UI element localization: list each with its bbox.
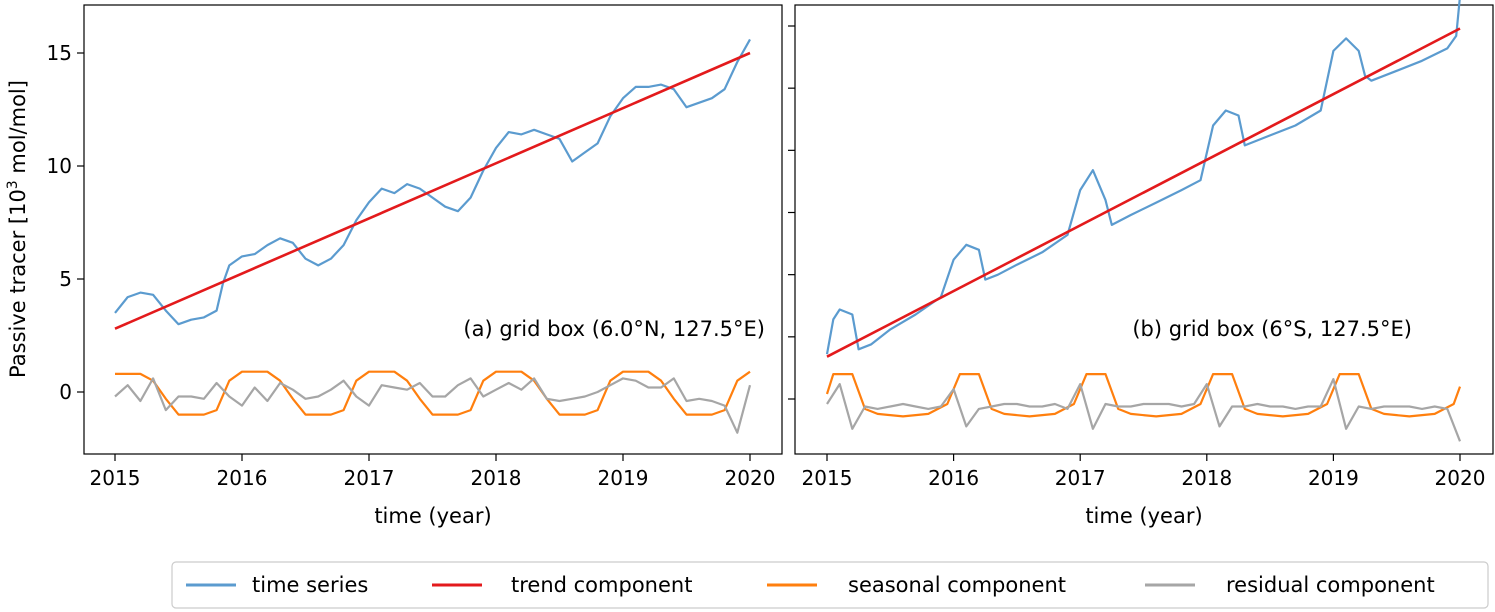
legend-label-trend-component: trend component (511, 573, 692, 597)
series-line-ts-b (825, 0, 1461, 355)
y-axis-label-unit: mol/mol] (6, 80, 30, 180)
legend-item-residual-component: residual component (1145, 573, 1435, 597)
annotation-a: (a) grid box (6.0°N, 127.5°E) (463, 317, 765, 341)
x-tick-label-a: 2020 (725, 466, 776, 490)
series-line-ts-a (114, 38, 751, 326)
legend-frame (171, 561, 1489, 609)
panel-a: 2015 2016 2017 2018 2019 2020 0 5 10 15 (a) grid … (5, 4, 783, 528)
legend: time series trend component seasonal com… (171, 561, 1489, 609)
y-tick-label-a: 10 (47, 154, 72, 178)
y-tick-label-a: 5 (59, 267, 72, 291)
x-tick-label-a: 2019 (598, 466, 649, 490)
series-line-resid-a (114, 377, 752, 434)
series-line-seasonal-a (115, 370, 751, 416)
panel-b: 2015 2016 2017 2018 2019 2020 (b) grid box (6… (788, 0, 1494, 528)
ticks-group-a: 2015 2016 2017 2018 2019 2020 0 5 10 15 (47, 41, 776, 490)
legend-item-time-series: time series (186, 573, 368, 597)
y-axis-label-main: Passive tracer [10 (6, 189, 30, 378)
legend-item-seasonal-component: seasonal component (767, 573, 1066, 597)
legend-label-time-series: time series (252, 573, 368, 597)
y-axis-label: Passive tracer [103 mol/mol] (5, 80, 30, 378)
x-axis-label-b: time (year) (1085, 504, 1202, 528)
series-group-a (114, 38, 752, 434)
x-tick-label-a: 2018 (471, 466, 522, 490)
x-tick-label-b: 2015 (802, 466, 853, 490)
y-tick-label-a: 0 (59, 380, 72, 404)
x-tick-label-b: 2020 (1435, 466, 1486, 490)
x-tick-label-b: 2016 (928, 466, 979, 490)
x-tick-label-a: 2016 (217, 466, 268, 490)
x-tick-label-b: 2017 (1055, 466, 1106, 490)
ticks-group-b: 2015 2016 2017 2018 2019 2020 (788, 25, 1486, 490)
y-tick-label-a: 15 (47, 41, 72, 65)
x-axis-label-a: time (year) (374, 504, 491, 528)
x-tick-label-a: 2015 (90, 466, 141, 490)
series-group-b (825, 0, 1462, 442)
legend-label-seasonal-component: seasonal component (848, 573, 1066, 597)
series-line-resid-b (826, 378, 1462, 442)
plot-frame-b (794, 4, 1494, 455)
series-line-seasonal-b (825, 373, 1462, 418)
x-tick-label-a: 2017 (344, 466, 395, 490)
series-line-trend-b (826, 27, 1461, 358)
legend-item-trend-component: trend component (432, 573, 692, 597)
x-tick-label-b: 2018 (1181, 466, 1232, 490)
x-tick-label-b: 2019 (1308, 466, 1359, 490)
y-axis-label-sup: 3 (5, 180, 21, 189)
annotation-b: (b) grid box (6°S, 127.5°E) (1132, 317, 1412, 341)
series-line-trend-a (114, 51, 751, 330)
legend-label-residual-component: residual component (1226, 573, 1435, 597)
plot-frame-a (83, 4, 783, 455)
